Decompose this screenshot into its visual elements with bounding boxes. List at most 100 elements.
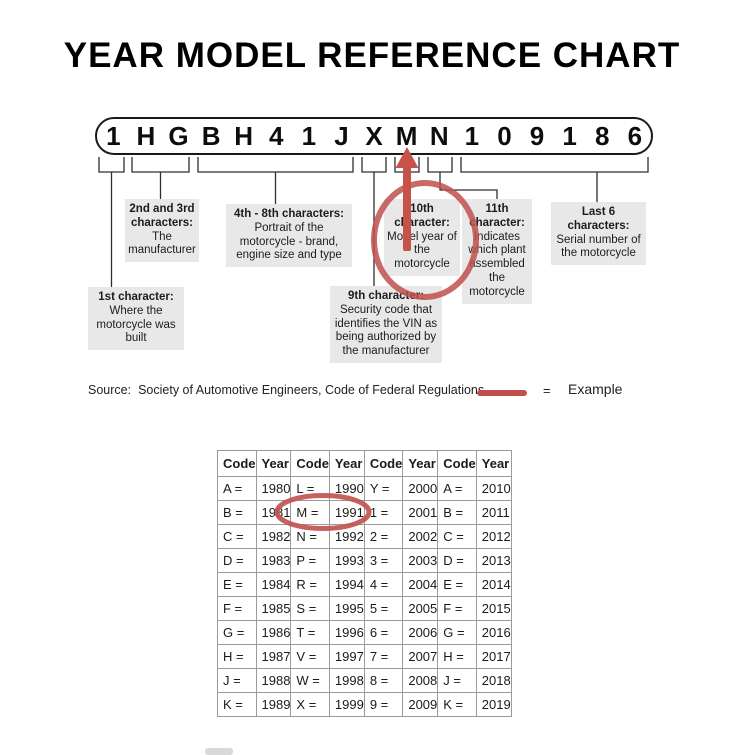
code-cell: G = <box>217 620 257 645</box>
code-cell: V = <box>290 644 330 669</box>
code-cell: A = <box>217 476 257 501</box>
bracket-char-9 <box>361 157 387 173</box>
code-cell: C = <box>437 524 477 549</box>
code-cell: K = <box>217 692 257 717</box>
year-cell: 2013 <box>475 548 512 573</box>
table-column-header: Year <box>255 450 292 477</box>
year-cell: 2000 <box>402 476 439 501</box>
callout-heading: Last 6 characters: <box>567 206 630 232</box>
callout-heading: 2nd and 3rd characters: <box>129 203 195 229</box>
bracket-char-10 <box>394 157 420 173</box>
vin-character: J <box>334 120 349 151</box>
year-cell: 2007 <box>402 644 439 669</box>
callout-body: Where the motorcycle was built <box>96 304 176 345</box>
code-cell: H = <box>217 644 257 669</box>
year-code-table: Code Year Code Year Code Year Code Year A = 1980… <box>217 450 512 717</box>
source-label: Source: <box>88 383 132 397</box>
year-cell: 1992 <box>328 524 365 549</box>
table-column-header: Code <box>217 450 257 477</box>
year-cell: 1987 <box>255 644 292 669</box>
table-row: J = 1988 W = 1998 8 = 2008 J = 2018 <box>217 668 512 693</box>
code-cell: X = <box>290 692 330 717</box>
year-cell: 2014 <box>475 572 512 597</box>
callout-11th-character: 11th character: Indicates which plant as… <box>462 199 532 304</box>
table-column-header: Code <box>290 450 330 477</box>
year-cell: 2006 <box>402 620 439 645</box>
bracket-last-6 <box>460 157 649 173</box>
code-cell: 3 = <box>363 548 404 573</box>
code-cell: A = <box>437 476 477 501</box>
code-cell: B = <box>217 500 257 525</box>
callout-body: The manufacturer <box>128 230 196 257</box>
bracket-char-11 <box>427 157 453 173</box>
callout-heading: 9th character: <box>347 290 425 302</box>
year-code-table-header: Code Year Code Year Code Year Code Year <box>217 450 512 477</box>
code-cell: J = <box>217 668 257 693</box>
year-cell: 2012 <box>475 524 512 549</box>
code-cell: T = <box>290 620 330 645</box>
vin-character: M <box>395 120 418 151</box>
code-cell: J = <box>437 668 477 693</box>
table-row: E = 1984 R = 1994 4 = 2004 E = 2014 <box>217 572 512 597</box>
callout-body: Portrait of the motorcycle - brand, engi… <box>236 221 342 262</box>
vin-character: 1 <box>106 120 121 151</box>
year-cell: 1983 <box>255 548 292 573</box>
cropped-element-fragment <box>205 748 233 755</box>
code-cell: W = <box>290 668 330 693</box>
vin-character: G <box>168 120 189 151</box>
code-cell: F = <box>217 596 257 621</box>
table-column-header: Year <box>328 450 365 477</box>
callout-body: Model year of the motorcycle <box>387 230 457 271</box>
code-cell: D = <box>437 548 477 573</box>
year-cell: 1980 <box>255 476 292 501</box>
page-title: YEAR MODEL REFERENCE CHART <box>63 36 681 75</box>
year-cell: 2001 <box>402 500 439 525</box>
vin-character: H <box>136 120 156 151</box>
year-cell: 1986 <box>255 620 292 645</box>
year-cell: 1982 <box>255 524 292 549</box>
code-cell: 5 = <box>363 596 404 621</box>
vin-character: 9 <box>529 120 545 151</box>
vin-character: 1 <box>464 120 480 151</box>
code-cell: L = <box>290 476 330 501</box>
table-column-header: Code <box>437 450 477 477</box>
table-row: H = 1987 V = 1997 7 = 2007 H = 2017 <box>217 644 512 669</box>
year-cell: 2016 <box>475 620 512 645</box>
code-cell: 6 = <box>363 620 404 645</box>
callout-4th-8th-characters: 4th - 8th characters: Portrait of the mo… <box>226 204 352 268</box>
callout-1st-character: 1st character: Where the motorcycle was … <box>88 287 184 351</box>
year-cell: 2011 <box>475 500 512 525</box>
code-cell: P = <box>290 548 330 573</box>
source-text: Society of Automotive Engineers, Code of… <box>138 383 485 397</box>
code-cell: Y = <box>363 476 404 501</box>
bracket-chars-4-8 <box>197 157 354 173</box>
code-cell: N = <box>290 524 330 549</box>
callout-9th-character: 9th character: Security code that identi… <box>330 286 442 363</box>
code-cell: H = <box>437 644 477 669</box>
bracket-chars-2-3 <box>131 157 190 173</box>
callout-2nd-3rd-characters: 2nd and 3rd characters: The manufacturer <box>125 199 199 263</box>
table-row: C = 1982 N = 1992 2 = 2002 C = 2012 <box>217 524 512 549</box>
legend-example-line <box>477 390 527 396</box>
callout-heading: 4th - 8th characters: <box>234 208 344 220</box>
year-cell: 1984 <box>255 572 292 597</box>
code-cell: G = <box>437 620 477 645</box>
table-row: K = 1989 X = 1999 9 = 2009 K = 2019 <box>217 692 512 717</box>
callout-body: Serial number of the motorcycle <box>556 233 641 260</box>
code-cell: M = <box>290 500 330 525</box>
year-cell: 2010 <box>475 476 512 501</box>
year-cell: 2005 <box>402 596 439 621</box>
vin-character: 4 <box>269 120 284 151</box>
year-cell: 1990 <box>328 476 365 501</box>
year-cell: 1997 <box>328 644 365 669</box>
year-cell: 1996 <box>328 620 365 645</box>
callout-body: Security code that identifies the VIN as… <box>334 303 438 358</box>
year-cell: 1999 <box>328 692 365 717</box>
code-cell: S = <box>290 596 330 621</box>
legend-example-label: Example <box>568 381 623 397</box>
code-cell: 1 = <box>363 500 404 525</box>
code-cell: E = <box>437 572 477 597</box>
table-row: F = 1985 S = 1995 5 = 2005 F = 2015 <box>217 596 512 621</box>
callout-last-6-characters: Last 6 characters: Serial number of the … <box>551 202 646 266</box>
